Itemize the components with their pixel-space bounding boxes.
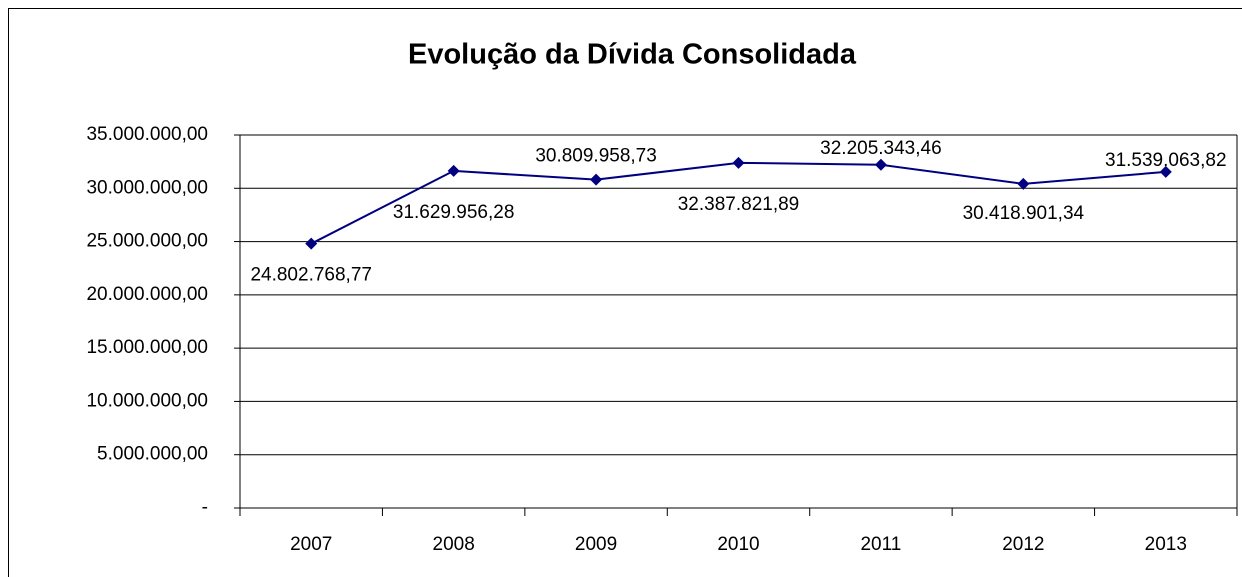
chart-title: Evolução da Dívida Consolidada	[408, 39, 857, 71]
chart-border	[8, 8, 1242, 577]
data-label: 24.802.768,77	[250, 265, 372, 286]
x-tick-label: 2011	[860, 534, 901, 555]
y-tick-label: 35.000.000,00	[86, 124, 208, 145]
data-point	[732, 156, 745, 169]
data-label: 30.418.901,34	[963, 203, 1085, 224]
x-tick-label: 2013	[1145, 534, 1187, 555]
data-label: 30.809.958,73	[535, 146, 657, 167]
y-tick-label: 20.000.000,00	[86, 284, 208, 305]
y-tick-label: 5.000.000,00	[97, 444, 208, 465]
x-tick-label: 2009	[575, 534, 617, 555]
data-point	[1017, 177, 1030, 190]
data-label: 32.205.343,46	[820, 138, 942, 159]
data-point	[590, 173, 603, 186]
data-point	[447, 164, 460, 177]
data-point	[874, 158, 887, 171]
y-tick-label: 25.000.000,00	[86, 231, 208, 252]
data-point	[305, 237, 318, 250]
data-point	[1159, 165, 1172, 178]
data-label: 32.387.821,89	[678, 194, 800, 215]
x-tick-label: 2010	[717, 534, 759, 555]
x-tick-label: 2007	[290, 534, 332, 555]
x-tick-label: 2008	[433, 534, 475, 555]
y-tick-label: 15.000.000,00	[86, 337, 208, 358]
y-tick-label: 10.000.000,00	[86, 390, 208, 411]
y-tick-label: -	[202, 497, 208, 518]
y-tick-label: 30.000.000,00	[86, 177, 208, 198]
data-label: 31.629.956,28	[393, 202, 515, 223]
x-tick-label: 2012	[1002, 534, 1044, 555]
data-label: 31.539.063,82	[1105, 150, 1227, 171]
